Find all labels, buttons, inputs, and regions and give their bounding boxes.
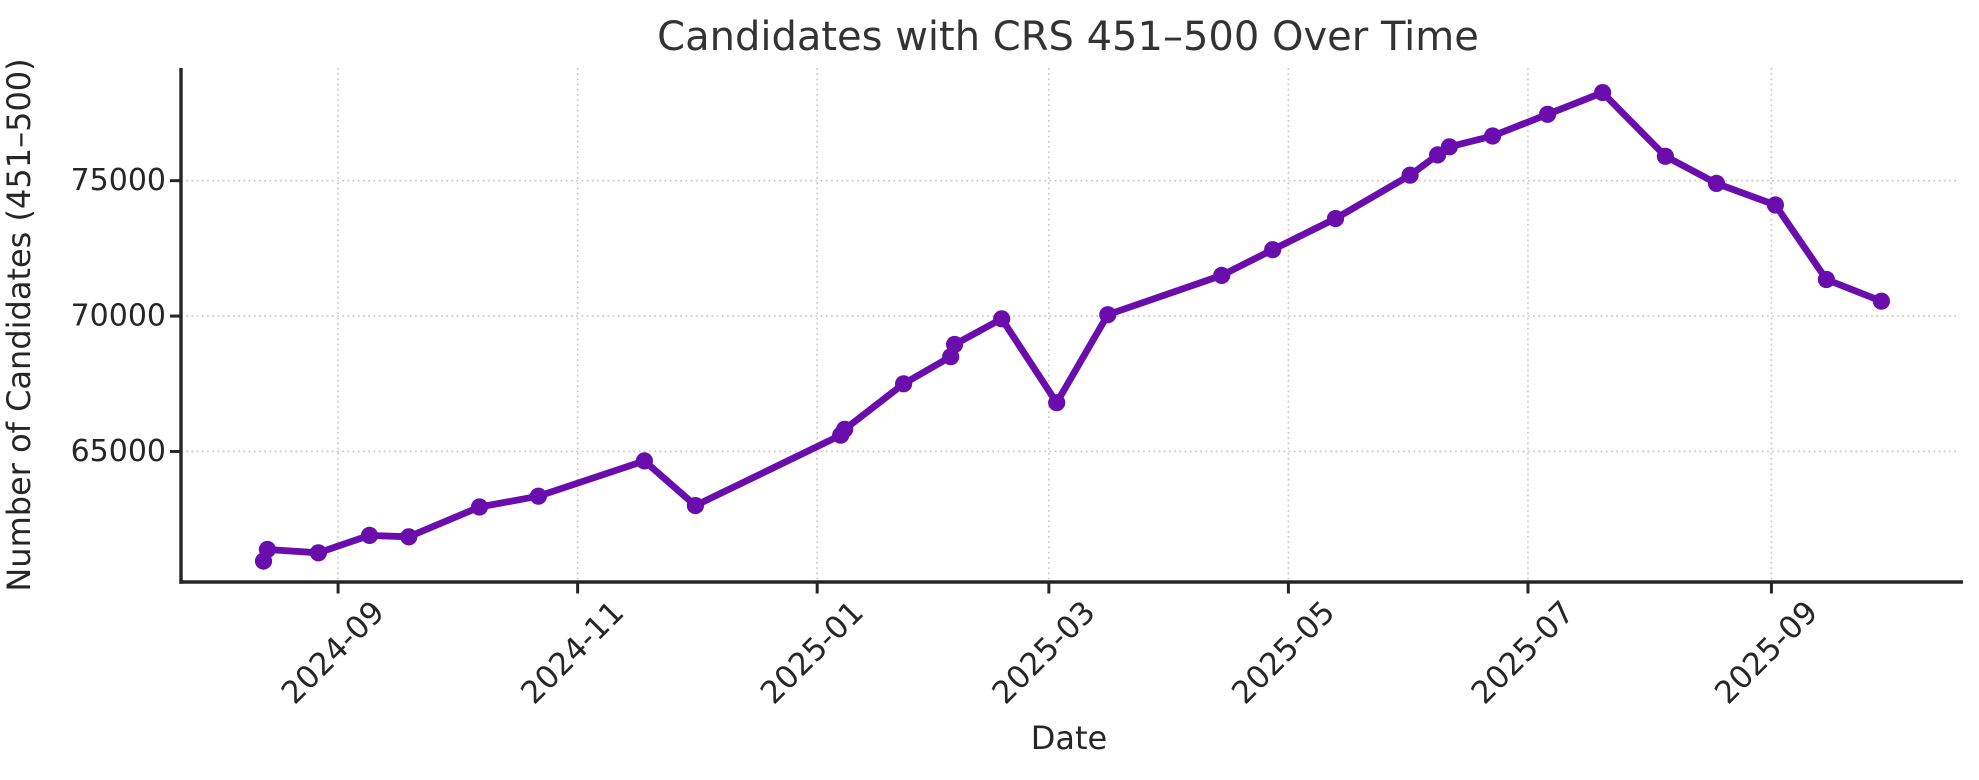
data-point-marker — [946, 335, 964, 354]
y-tick-label: 65000 — [71, 434, 166, 469]
data-point-marker — [836, 420, 854, 438]
x-tick-label: 2024-09 — [275, 594, 392, 711]
data-point-marker — [895, 375, 913, 393]
data-point-marker — [1656, 147, 1674, 165]
x-tick-label: 2025-01 — [754, 594, 871, 711]
data-point-marker — [1539, 105, 1557, 123]
data-point-marker — [529, 487, 548, 505]
grid-layer — [181, 68, 1958, 582]
data-point-marker — [1817, 270, 1835, 289]
x-tick-label: 2025-09 — [1708, 594, 1825, 711]
data-point-marker — [686, 497, 705, 515]
data-point-marker — [309, 544, 327, 562]
y-axis-label: Number of Candidates (451–500) — [0, 58, 38, 591]
x-axis-label: Date — [1031, 719, 1107, 757]
data-point-marker — [1048, 394, 1066, 412]
data-point-marker — [1099, 306, 1117, 324]
data-point-marker — [1872, 292, 1890, 310]
y-tick-label: 75000 — [71, 163, 166, 198]
data-point-marker — [993, 310, 1011, 328]
x-tick-label: 2025-05 — [1225, 594, 1342, 711]
data-point-marker — [258, 540, 276, 559]
data-point-marker — [1326, 210, 1345, 228]
chart-title: Candidates with CRS 451–500 Over Time — [657, 14, 1479, 60]
data-point-marker — [1401, 166, 1419, 184]
data-point-marker — [360, 526, 379, 545]
data-point-marker — [1484, 127, 1502, 145]
series-layer — [254, 84, 1890, 570]
data-point-marker — [400, 528, 418, 546]
data-point-marker — [1264, 241, 1282, 259]
data-point-marker — [1440, 138, 1458, 156]
data-point-marker — [1594, 84, 1612, 102]
series-line — [260, 89, 1885, 565]
x-tick-label: 2025-03 — [985, 594, 1102, 711]
data-point-marker — [635, 452, 654, 470]
data-point-marker — [1766, 196, 1784, 214]
data-point-marker — [1707, 174, 1726, 192]
data-point-marker — [1213, 266, 1231, 284]
data-point-marker — [470, 498, 489, 516]
x-tick-label: 2024-11 — [514, 594, 631, 711]
x-tick-label: 2025-07 — [1465, 594, 1582, 711]
y-tick-label: 70000 — [71, 299, 166, 334]
